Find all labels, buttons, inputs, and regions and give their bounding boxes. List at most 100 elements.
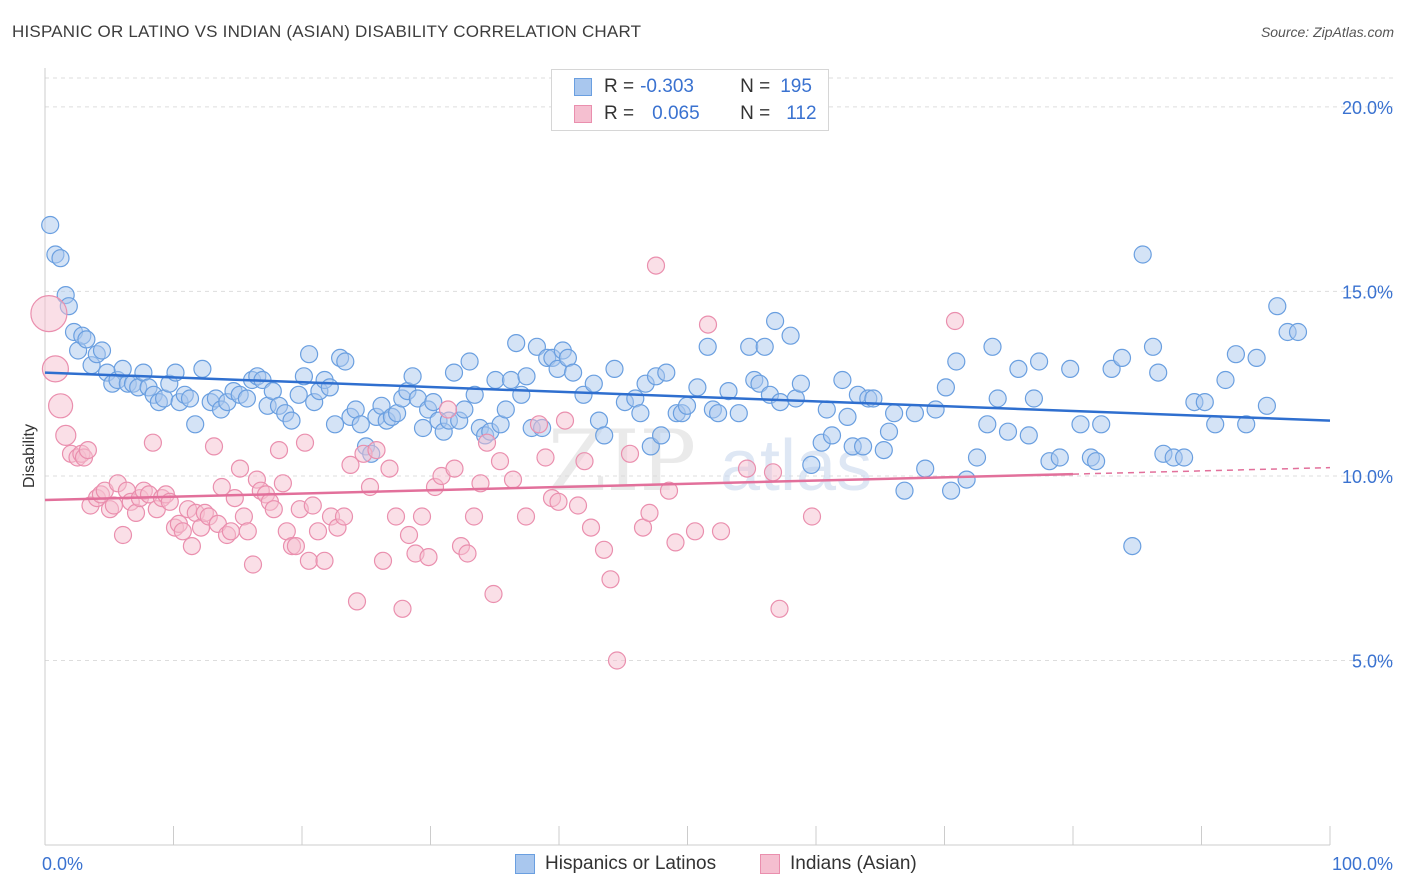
point-hispanic <box>289 385 308 404</box>
point-indian <box>30 295 68 333</box>
point-hispanic <box>1050 448 1069 467</box>
point-hispanic <box>1061 359 1080 378</box>
point-hispanic <box>403 367 422 386</box>
legend-r-label: R = <box>604 76 635 97</box>
point-indian <box>458 544 477 563</box>
point-hispanic <box>833 370 852 390</box>
legend-n-value: 195 <box>780 76 812 97</box>
legend-row-indians: R = 0.065 N = 112 <box>574 102 817 126</box>
point-hispanic <box>967 448 987 467</box>
point-indian <box>47 393 74 419</box>
y-tick-label: 10.0% <box>1342 467 1393 487</box>
point-indian <box>367 441 386 460</box>
point-indian <box>308 522 328 541</box>
point-hispanic <box>983 337 1002 356</box>
point-indian <box>575 452 594 471</box>
point-hispanic <box>512 385 531 404</box>
point-hispanic <box>750 374 769 393</box>
point-hispanic <box>822 426 842 445</box>
point-hispanic <box>51 249 70 268</box>
point-hispanic <box>905 404 925 423</box>
point-indian <box>243 555 263 574</box>
point-indian <box>549 492 568 511</box>
point-hispanic <box>657 363 676 382</box>
legend-r-value: -0.303 <box>640 76 694 97</box>
point-hispanic <box>802 455 821 474</box>
point-indian <box>269 441 289 460</box>
point-hispanic <box>895 481 914 500</box>
point-indian <box>55 424 77 446</box>
point-indian <box>143 433 162 452</box>
point-indian <box>334 507 354 526</box>
point-hispanic <box>1226 345 1246 364</box>
correlation-legend: R = -0.303 N = 195 R = 0.065 N = 112 <box>551 69 829 131</box>
point-indian <box>620 444 640 463</box>
point-hispanic <box>574 385 593 404</box>
y-axis-label: Disability <box>21 424 38 488</box>
point-hispanic <box>651 426 671 445</box>
point-indian <box>555 411 575 430</box>
point-hispanic <box>1024 389 1044 408</box>
trendline-indians-extension <box>1072 466 1331 475</box>
legend-r-label: R = <box>604 103 635 124</box>
point-hispanic <box>879 422 899 441</box>
point-indian <box>299 551 318 570</box>
point-hispanic <box>817 400 836 419</box>
point-hispanic <box>755 337 774 356</box>
y-tick-label: 15.0% <box>1342 282 1393 302</box>
point-hispanic <box>1071 415 1090 434</box>
point-indian <box>477 433 497 452</box>
point-indian <box>273 474 292 493</box>
point-hispanic <box>92 341 112 360</box>
point-indian <box>568 496 588 515</box>
trend-lines <box>44 371 1331 502</box>
point-indian <box>659 481 679 500</box>
legend-swatch-blue <box>574 78 592 96</box>
point-hispanic <box>413 418 433 438</box>
point-indian <box>581 518 601 537</box>
point-hispanic <box>791 374 811 393</box>
point-hispanic <box>781 326 800 345</box>
bottom-legend-swatch-blue <box>515 854 535 874</box>
point-indian <box>341 455 360 474</box>
point-hispanic <box>455 400 474 419</box>
x-tick-label: 0.0% <box>42 854 83 874</box>
point-hispanic <box>947 352 966 371</box>
legend-swatch-pink <box>574 105 592 123</box>
x-tick-label: 100.0% <box>1332 854 1393 874</box>
point-hispanic <box>501 370 521 390</box>
point-hispanic <box>988 389 1007 408</box>
point-indian <box>221 522 240 541</box>
point-indian <box>698 315 718 334</box>
point-hispanic <box>1174 448 1194 467</box>
point-hispanic <box>740 337 759 356</box>
point-hispanic <box>771 393 790 412</box>
point-indian <box>503 470 523 489</box>
point-hispanic <box>1009 359 1028 378</box>
point-hispanic <box>320 378 339 397</box>
point-hispanic <box>1247 348 1266 367</box>
bottom-legend-label: Hispanics or Latinos <box>545 853 717 874</box>
point-hispanic <box>77 330 96 349</box>
point-hispanic <box>605 359 624 378</box>
point-hispanic <box>765 311 785 331</box>
point-hispanic <box>1133 245 1152 264</box>
point-hispanic <box>884 404 904 423</box>
point-indian <box>640 503 659 523</box>
point-hispanic <box>444 363 464 382</box>
point-indian <box>315 551 334 570</box>
point-indian <box>445 459 464 478</box>
point-indian <box>347 592 367 611</box>
point-hispanic <box>424 393 443 412</box>
point-indian <box>770 599 789 618</box>
point-indian <box>490 452 510 471</box>
grid-lines <box>45 77 1393 661</box>
point-hispanic <box>1092 415 1111 434</box>
point-hispanic <box>926 400 945 419</box>
point-hispanic <box>351 415 370 434</box>
point-hispanic <box>517 367 536 386</box>
point-indian <box>225 489 244 508</box>
point-hispanic <box>294 367 313 386</box>
point-indian <box>536 448 555 467</box>
